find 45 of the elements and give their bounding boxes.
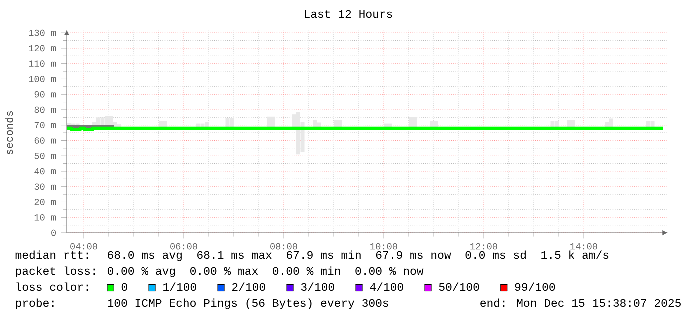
legend-label: 2/100 (232, 282, 266, 292)
y-tick-label: 110 m (29, 60, 56, 67)
text: median rtt: (16, 250, 88, 260)
text: 67.9 ms min (287, 250, 361, 260)
text: 0.00 % min (273, 266, 340, 276)
legend-label: 99/100 (515, 282, 556, 292)
x-tick-label: 04:00 (70, 243, 98, 250)
y-tick-label: 100 m (29, 76, 56, 82)
y-tick-label: 10 m (34, 214, 56, 221)
x-tick-label: 06:00 (170, 243, 198, 250)
y-tick-label: 0 (52, 230, 56, 236)
legend-label: 1/100 (164, 282, 196, 292)
text: 1.5 k am/s (542, 250, 609, 260)
chart-title: Last 12 Hours (305, 10, 392, 18)
text: 0.00 % now (356, 267, 424, 276)
y-tick-label: 90 m (34, 91, 56, 98)
x-tick-label: 10:00 (370, 243, 398, 250)
legend-label: 3/100 (301, 282, 334, 292)
y-tick-label: 130 m (29, 30, 56, 36)
y-axis-title: seconds (5, 111, 14, 155)
text: probe: (16, 298, 54, 310)
text: 0.0 ms sd (466, 250, 526, 260)
legend-label: 4/100 (370, 282, 404, 292)
text: 0.00 % max (190, 267, 258, 276)
text: end: Mon Dec 15 15:38:07 2025 (480, 298, 681, 308)
text: 100 ICMP Echo Pings (56 Bytes) every 300s (108, 298, 388, 310)
y-tick-label: 30 m (34, 184, 56, 190)
legend-title: loss color: (16, 282, 88, 292)
text: packet loss: (16, 266, 96, 278)
legend-label: 0 (122, 283, 128, 292)
y-tick-label: 120 m (29, 45, 56, 52)
legend-label: 50/100 (439, 282, 480, 292)
text: 67.9 ms now (376, 251, 452, 260)
text: 68.0 ms avg (108, 251, 182, 262)
text: 0.00 % avg (108, 267, 176, 278)
y-tick-label: 80 m (34, 106, 56, 114)
x-tick-label: 14:00 (570, 243, 598, 250)
y-tick-label: 50 m (34, 152, 56, 160)
y-tick-label: 70 m (34, 122, 56, 129)
y-tick-label: 20 m (34, 199, 56, 206)
y-tick-label: 40 m (34, 168, 56, 175)
x-tick-label: 08:00 (270, 243, 298, 250)
x-tick-label: 12:00 (470, 243, 498, 250)
y-tick-label: 60 m (34, 138, 56, 144)
text: 68.1 ms max (198, 251, 272, 260)
